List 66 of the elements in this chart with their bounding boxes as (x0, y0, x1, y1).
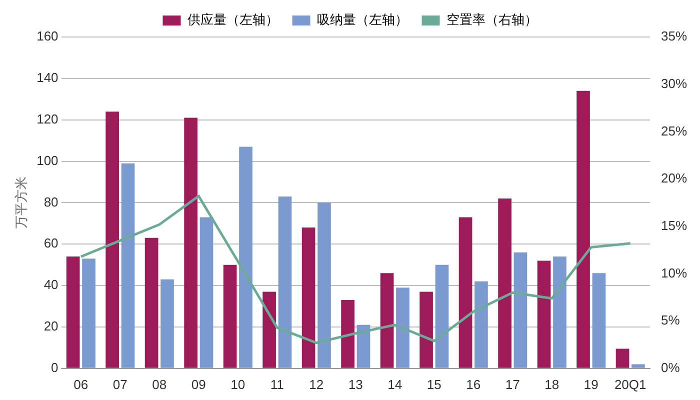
x-tick-label: 14 (388, 376, 402, 392)
bar (160, 279, 174, 368)
y2-tick-label: 20% (660, 170, 688, 186)
legend-label: 吸纳量（左轴） (316, 12, 408, 28)
bar (341, 300, 354, 368)
bar (576, 90, 590, 368)
y-tick-label: 120 (36, 111, 58, 126)
bar (592, 273, 606, 368)
bar (144, 238, 158, 368)
bar (356, 324, 370, 368)
y2-tick-label: 15% (660, 218, 688, 233)
bar (200, 217, 214, 368)
bar (553, 256, 566, 368)
x-tick-label: 18 (544, 376, 560, 392)
bar (537, 260, 551, 368)
y-tick-label: 60 (44, 236, 58, 251)
bar (435, 264, 449, 368)
bar (632, 364, 645, 368)
bar (184, 118, 198, 368)
bar (223, 264, 237, 368)
x-tick-label: 16 (466, 376, 481, 392)
bar (262, 292, 276, 368)
y-tick-label: 80 (44, 194, 58, 210)
x-tick-label: 07 (112, 376, 128, 392)
y2-tick-label: 10% (660, 265, 688, 280)
y-tick-label: 0 (51, 360, 58, 375)
bar (420, 292, 433, 368)
y-tick-label: 40 (44, 277, 58, 292)
x-tick-label: 11 (270, 376, 284, 392)
y2-tick-label: 25% (660, 123, 688, 138)
x-tick-label: 20Q1 (614, 376, 646, 392)
bar (82, 258, 96, 368)
bar (616, 348, 630, 368)
x-tick-label: 17 (505, 376, 520, 392)
x-tick-label: 10 (230, 376, 246, 392)
y2-tick-label: 30% (660, 76, 688, 91)
y2-tick-label: 35% (660, 28, 688, 44)
y-tick-label: 20 (44, 318, 58, 334)
bar (106, 112, 119, 368)
bar (121, 163, 135, 368)
bar (396, 288, 410, 368)
y2-tick-label: 0% (660, 360, 680, 375)
bar (66, 256, 80, 368)
bar (474, 281, 488, 368)
legend-label: 供应量（左轴） (187, 12, 278, 28)
bar (458, 217, 472, 368)
y2-tick-label: 5% (660, 312, 680, 328)
legend-label: 空置率（右轴） (446, 12, 538, 28)
bar (239, 146, 252, 368)
x-tick-label: 09 (191, 376, 206, 392)
y-tick-label: 160 (36, 28, 58, 44)
bar (318, 202, 331, 368)
y-tick-label: 140 (36, 70, 58, 86)
bar (302, 228, 316, 368)
y-tick-label: 100 (36, 152, 58, 168)
x-tick-label: 15 (426, 376, 442, 392)
bar (514, 252, 528, 368)
x-tick-label: 08 (152, 376, 167, 392)
x-tick-label: 19 (584, 376, 598, 392)
x-tick-label: 06 (74, 376, 88, 392)
x-tick-label: 12 (309, 376, 324, 392)
bar (380, 273, 394, 368)
bar (498, 198, 512, 368)
y-axis-title: 万平方米 (13, 176, 28, 229)
x-tick-label: 13 (348, 376, 363, 392)
bar (278, 196, 292, 368)
